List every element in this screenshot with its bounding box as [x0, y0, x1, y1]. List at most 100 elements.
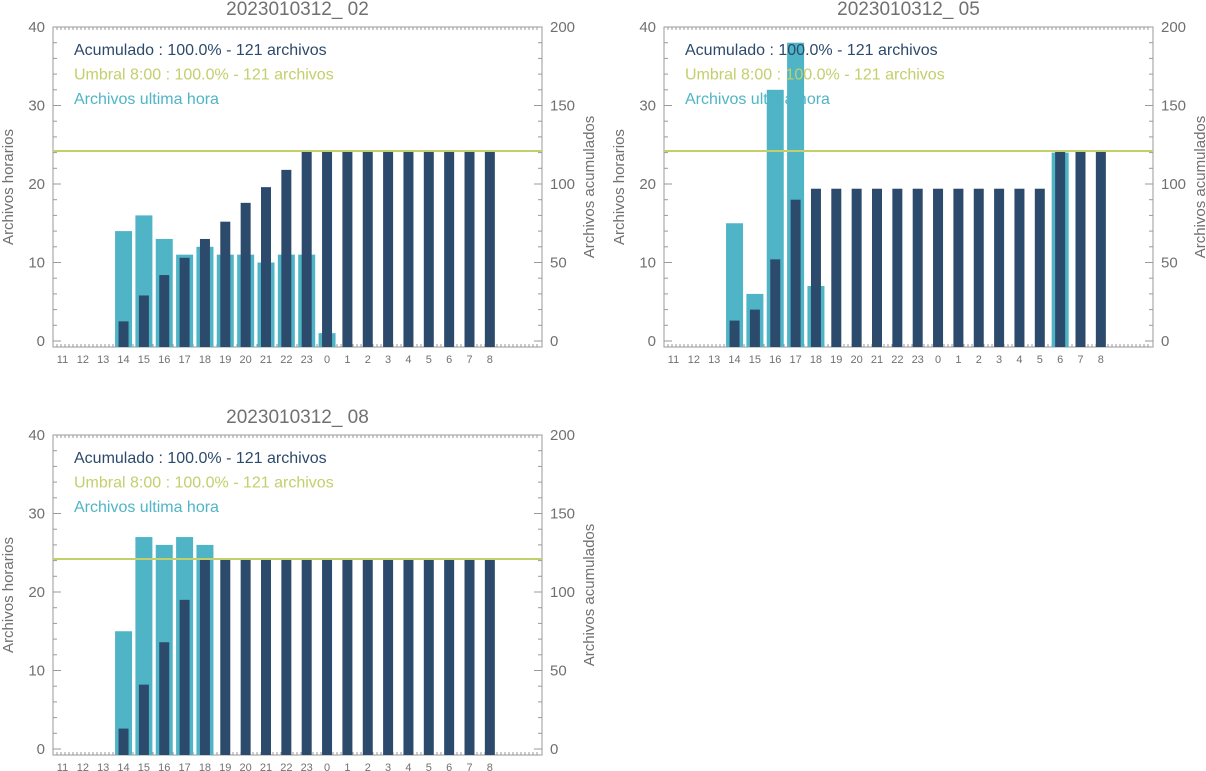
bar-cumulative — [383, 151, 394, 347]
legend-entry: Umbral 8:00 : 100.0% - 121 archivos — [74, 67, 334, 84]
bar-cumulative — [464, 559, 475, 755]
x-tick-label: 1 — [955, 354, 961, 366]
bar-cumulative — [933, 188, 944, 347]
y-right-tick-label: 50 — [550, 663, 567, 680]
legend-entry: Acumulado : 100.0% - 121 archivos — [74, 450, 327, 467]
bar-cumulative — [322, 151, 333, 347]
bar-hourly — [726, 223, 744, 347]
y-left-tick-label: 10 — [28, 255, 45, 272]
x-tick-label: 12 — [688, 354, 700, 366]
y-left-tick-label: 0 — [648, 333, 656, 350]
bar-cumulative — [301, 559, 312, 755]
x-tick-label: 13 — [97, 762, 109, 771]
bar-cumulative — [1095, 151, 1106, 347]
y-right-tick-label: 0 — [1161, 333, 1169, 350]
x-tick-label: 23 — [912, 354, 924, 366]
x-tick-label: 8 — [1098, 354, 1104, 366]
x-tick-label: 7 — [1077, 354, 1083, 366]
x-tick-label: 14 — [117, 354, 129, 366]
y-left-tick-label: 20 — [639, 176, 656, 193]
y-right-axis-label: Archivos acumulados — [581, 524, 598, 667]
chart-panel: 2023010312_ 08010203040050100150200Archi… — [0, 407, 598, 771]
x-tick-label: 3 — [385, 762, 391, 771]
x-tick-label: 7 — [466, 762, 472, 771]
x-tick-label: 14 — [117, 762, 129, 771]
x-tick-label: 12 — [77, 762, 89, 771]
y-left-tick-label: 30 — [639, 98, 656, 115]
x-tick-label: 18 — [199, 354, 211, 366]
bar-cumulative — [138, 684, 149, 755]
bar-cumulative — [831, 188, 842, 347]
bar-cumulative — [179, 599, 190, 755]
x-tick-label: 6 — [446, 354, 452, 366]
y-right-axis-label: Archivos acumulados — [581, 116, 598, 259]
bar-cumulative — [423, 151, 434, 347]
bar-cumulative — [159, 642, 170, 755]
bar-cumulative — [261, 559, 271, 755]
x-tick-label: 12 — [77, 354, 89, 366]
y-right-axis-label: Archivos acumulados — [1192, 116, 1206, 259]
x-tick-label: 19 — [219, 354, 231, 366]
bar-cumulative — [220, 559, 231, 755]
x-tick-label: 8 — [487, 354, 493, 366]
legend-entry: Archivos ultima hora — [74, 499, 219, 516]
x-tick-label: 19 — [830, 354, 842, 366]
x-tick-label: 0 — [324, 762, 330, 771]
x-tick-label: 4 — [405, 354, 411, 366]
y-right-tick-label: 150 — [550, 506, 575, 523]
y-right-tick-label: 100 — [1161, 176, 1186, 193]
x-tick-label: 17 — [789, 354, 801, 366]
x-tick-label: 20 — [851, 354, 863, 366]
bar-cumulative — [362, 151, 373, 347]
x-tick-label: 15 — [138, 762, 150, 771]
y-right-tick-label: 100 — [550, 584, 575, 601]
chart-panel: 2023010312_ 05010203040050100150200Archi… — [611, 0, 1206, 366]
bar-cumulative — [240, 202, 251, 347]
x-tick-label: 4 — [1016, 354, 1022, 366]
y-left-tick-label: 10 — [639, 255, 656, 272]
x-tick-label: 0 — [324, 354, 330, 366]
bar-cumulative — [444, 559, 455, 755]
bar-hourly — [115, 231, 133, 347]
x-tick-label: 14 — [728, 354, 740, 366]
x-tick-label: 2 — [365, 354, 371, 366]
y-left-axis-label: Archivos horarios — [0, 129, 17, 245]
y-left-tick-label: 40 — [28, 427, 45, 444]
x-tick-label: 18 — [199, 762, 211, 771]
bar-cumulative — [220, 221, 231, 347]
bar-cumulative — [342, 151, 353, 347]
bar-cumulative — [770, 259, 781, 347]
x-tick-label: 1 — [344, 354, 350, 366]
x-tick-label: 17 — [178, 354, 190, 366]
legend-entry: Archivos ultima hora — [74, 91, 219, 108]
x-tick-label: 1 — [344, 762, 350, 771]
legend-entry: Acumulado : 100.0% - 121 archivos — [685, 42, 938, 59]
x-tick-label: 15 — [138, 354, 150, 366]
x-tick-label: 22 — [280, 354, 292, 366]
x-tick-label: 23 — [301, 354, 313, 366]
bar-cumulative — [1034, 188, 1045, 347]
y-left-tick-label: 10 — [28, 663, 45, 680]
bar-cumulative — [199, 238, 210, 347]
bar-cumulative — [261, 187, 271, 347]
x-tick-label: 21 — [260, 354, 272, 366]
x-tick-label: 7 — [466, 354, 472, 366]
x-tick-label: 2 — [976, 354, 982, 366]
bar-cumulative — [912, 188, 923, 347]
x-tick-label: 20 — [240, 354, 252, 366]
x-tick-label: 16 — [769, 354, 781, 366]
x-tick-label: 21 — [260, 762, 272, 771]
bar-cumulative — [484, 559, 495, 755]
x-tick-label: 6 — [1057, 354, 1063, 366]
x-tick-label: 22 — [280, 762, 292, 771]
y-right-tick-label: 150 — [1161, 98, 1186, 115]
y-right-tick-label: 200 — [1161, 19, 1186, 36]
y-left-axis-label: Archivos horarios — [0, 537, 17, 653]
x-tick-label: 5 — [1037, 354, 1043, 366]
x-tick-label: 15 — [749, 354, 761, 366]
legend-entry: Umbral 8:00 : 100.0% - 121 archivos — [685, 67, 945, 84]
x-tick-label: 11 — [57, 354, 68, 366]
y-left-tick-label: 40 — [28, 19, 45, 36]
legend-entry: Archivos ultima hora — [685, 91, 830, 108]
y-left-tick-label: 20 — [28, 176, 45, 193]
